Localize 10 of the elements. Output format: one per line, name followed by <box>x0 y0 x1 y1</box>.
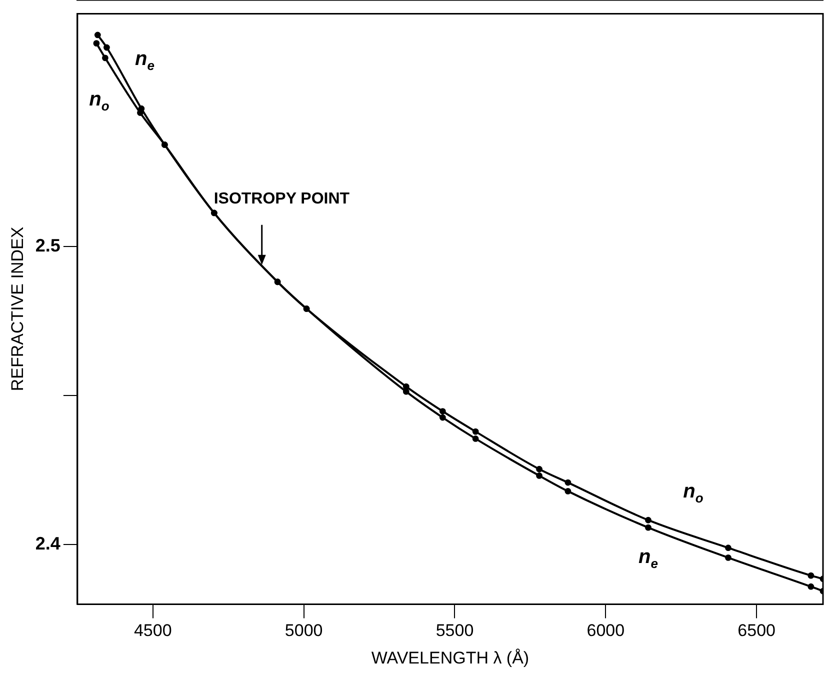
annotation: ISOTROPY POINT <box>214 190 350 208</box>
x-tick-label: 6500 <box>738 621 776 640</box>
x-tick-label: 5500 <box>436 621 474 640</box>
x-tick-label: 4500 <box>134 621 172 640</box>
y-tick-label: 2.4 <box>35 534 60 554</box>
x-tick-label: 5000 <box>284 621 323 640</box>
x-tick-label: 6000 <box>586 621 625 640</box>
x-axis-title: WAVELENGTH λ (Å) <box>371 648 530 668</box>
y-axis-title: REFRACTIVE INDEX <box>8 226 27 392</box>
y-tick-label: 2.5 <box>35 235 60 256</box>
